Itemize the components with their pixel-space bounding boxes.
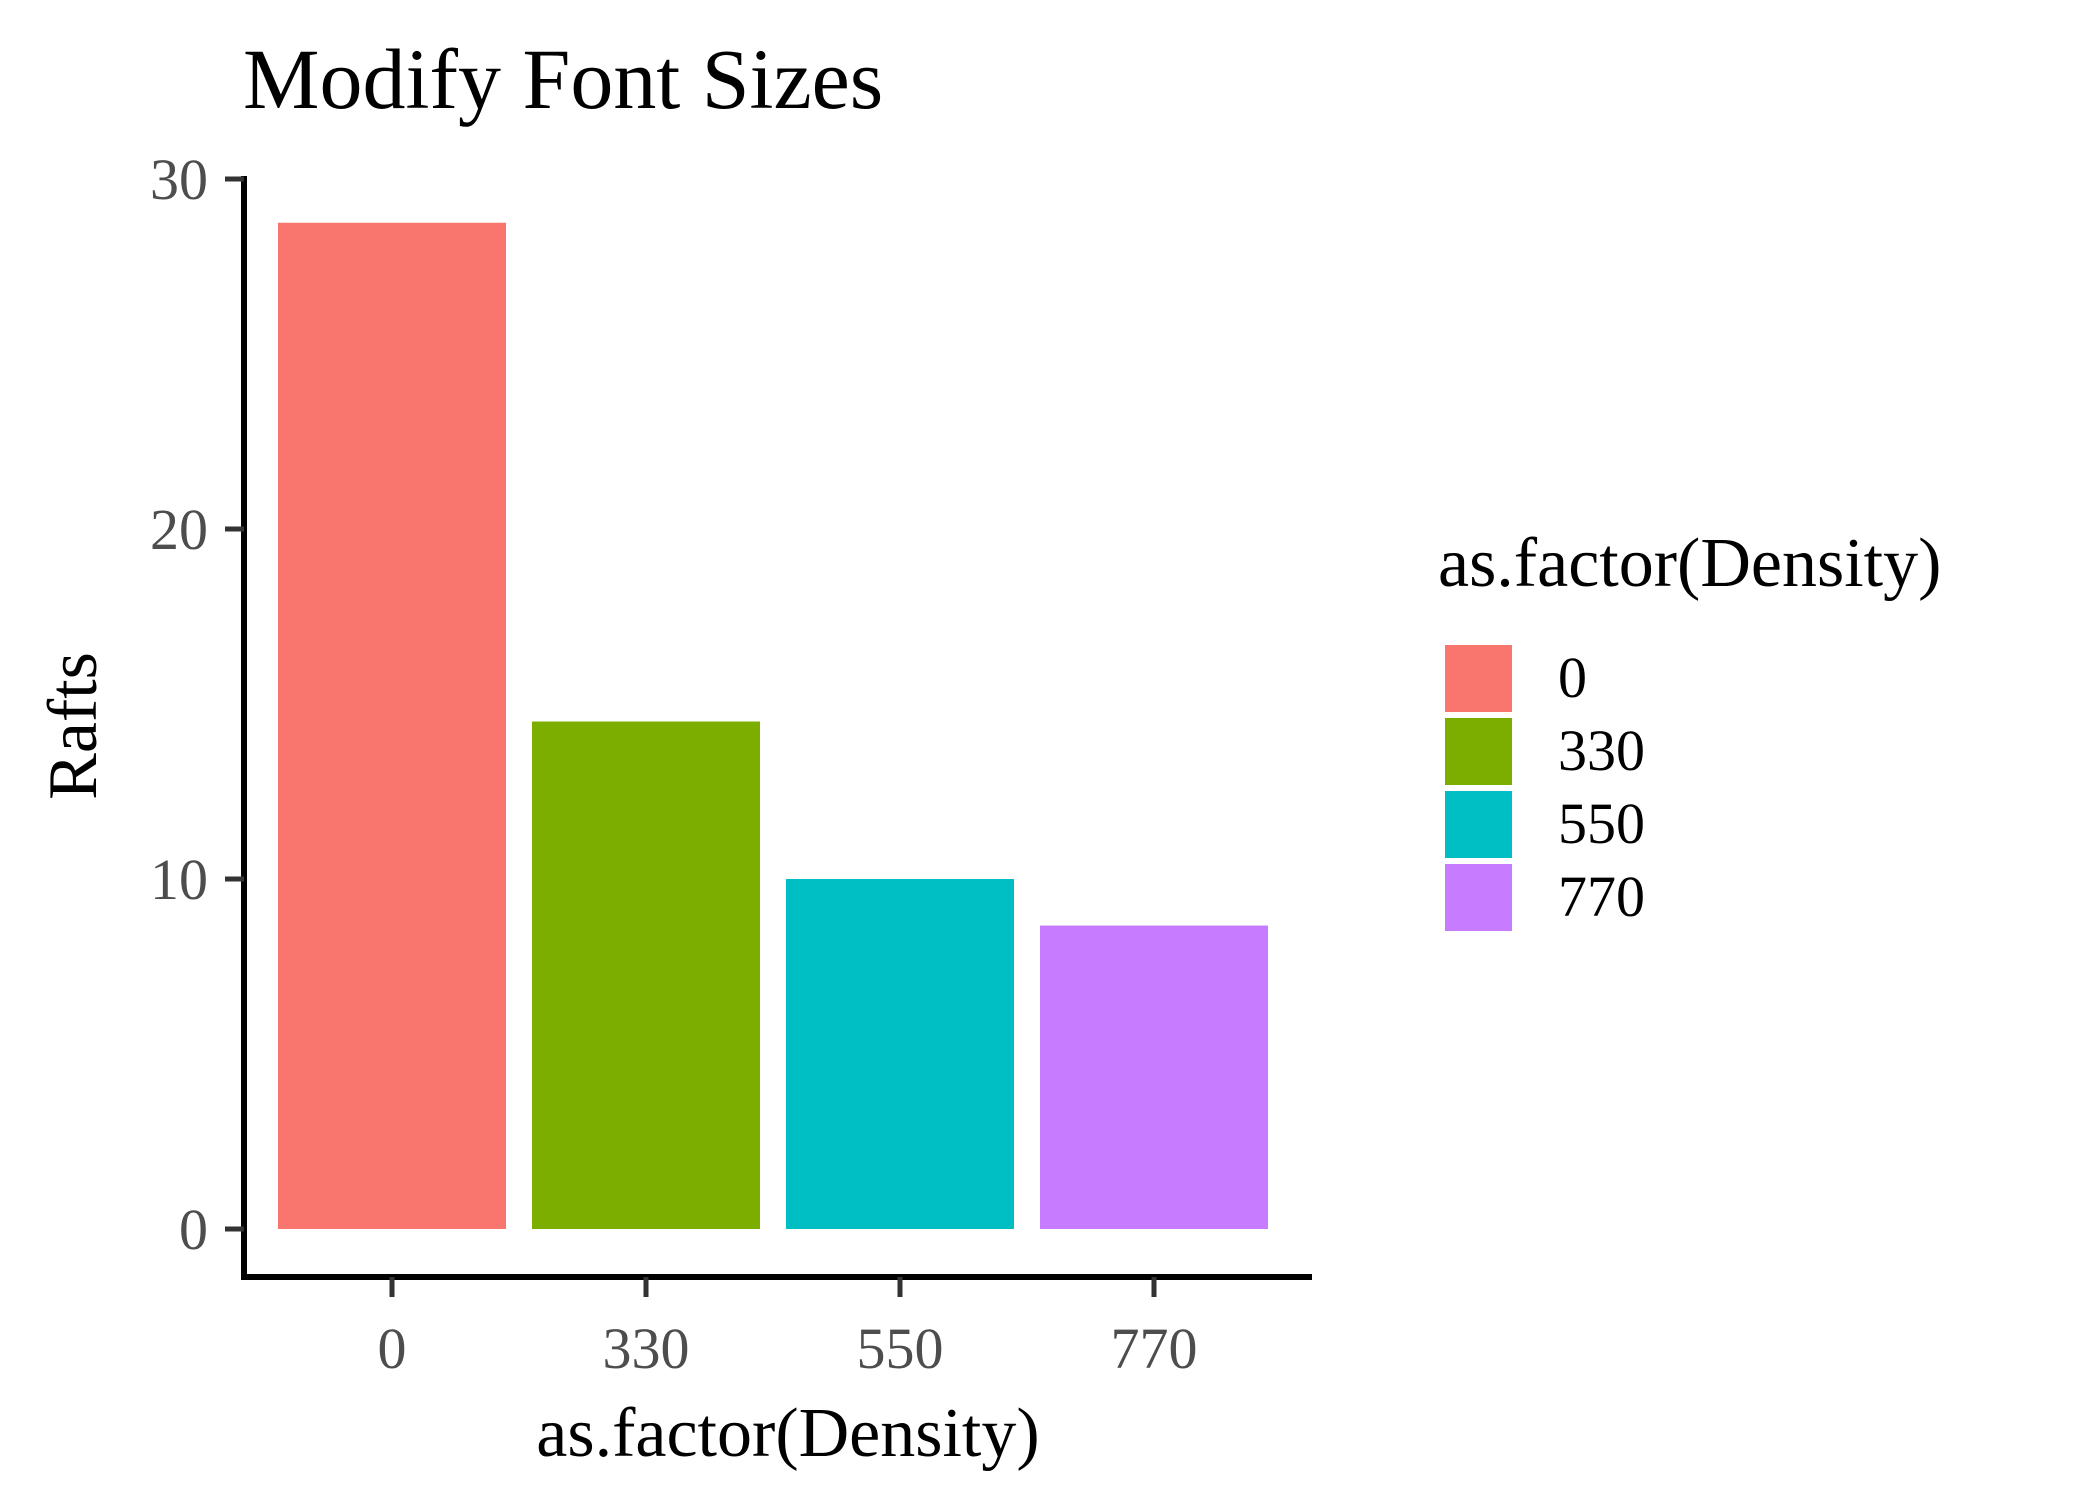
y-tick-label-0: 0 [179,1197,208,1262]
legend-key-550 [1445,791,1512,858]
x-ticks-group: 0 330 550 770 [378,1277,1198,1381]
x-tick-label-550: 550 [857,1316,944,1381]
bar-330 [532,721,760,1229]
y-axis-title: Rafts [35,652,112,800]
x-tick-label-0: 0 [378,1316,407,1381]
bars-group [278,222,1268,1229]
legend-items: 0 330 550 770 [1445,645,1645,931]
y-tick-label-30: 30 [150,147,208,212]
y-ticks-group: 0 10 20 30 [150,147,244,1262]
y-tick-label-20: 20 [150,497,208,562]
legend-title: as.factor(Density) [1438,525,1941,602]
legend-label-550: 550 [1558,791,1645,856]
legend-label-770: 770 [1558,864,1645,929]
legend-key-0 [1445,645,1512,712]
bar-550 [786,879,1014,1229]
bar-0 [278,222,506,1229]
x-tick-label-770: 770 [1111,1316,1198,1381]
x-tick-label-330: 330 [603,1316,690,1381]
y-tick-label-10: 10 [150,847,208,912]
legend-label-330: 330 [1558,718,1645,783]
x-axis-title: as.factor(Density) [536,1395,1039,1472]
legend-key-330 [1445,718,1512,785]
legend: as.factor(Density) 0 330 550 770 [1438,525,1941,931]
legend-key-770 [1445,864,1512,931]
axes-group [241,176,1312,1280]
bar-770 [1040,925,1268,1229]
chart-title: Modify Font Sizes [243,31,883,127]
legend-label-0: 0 [1558,645,1587,710]
